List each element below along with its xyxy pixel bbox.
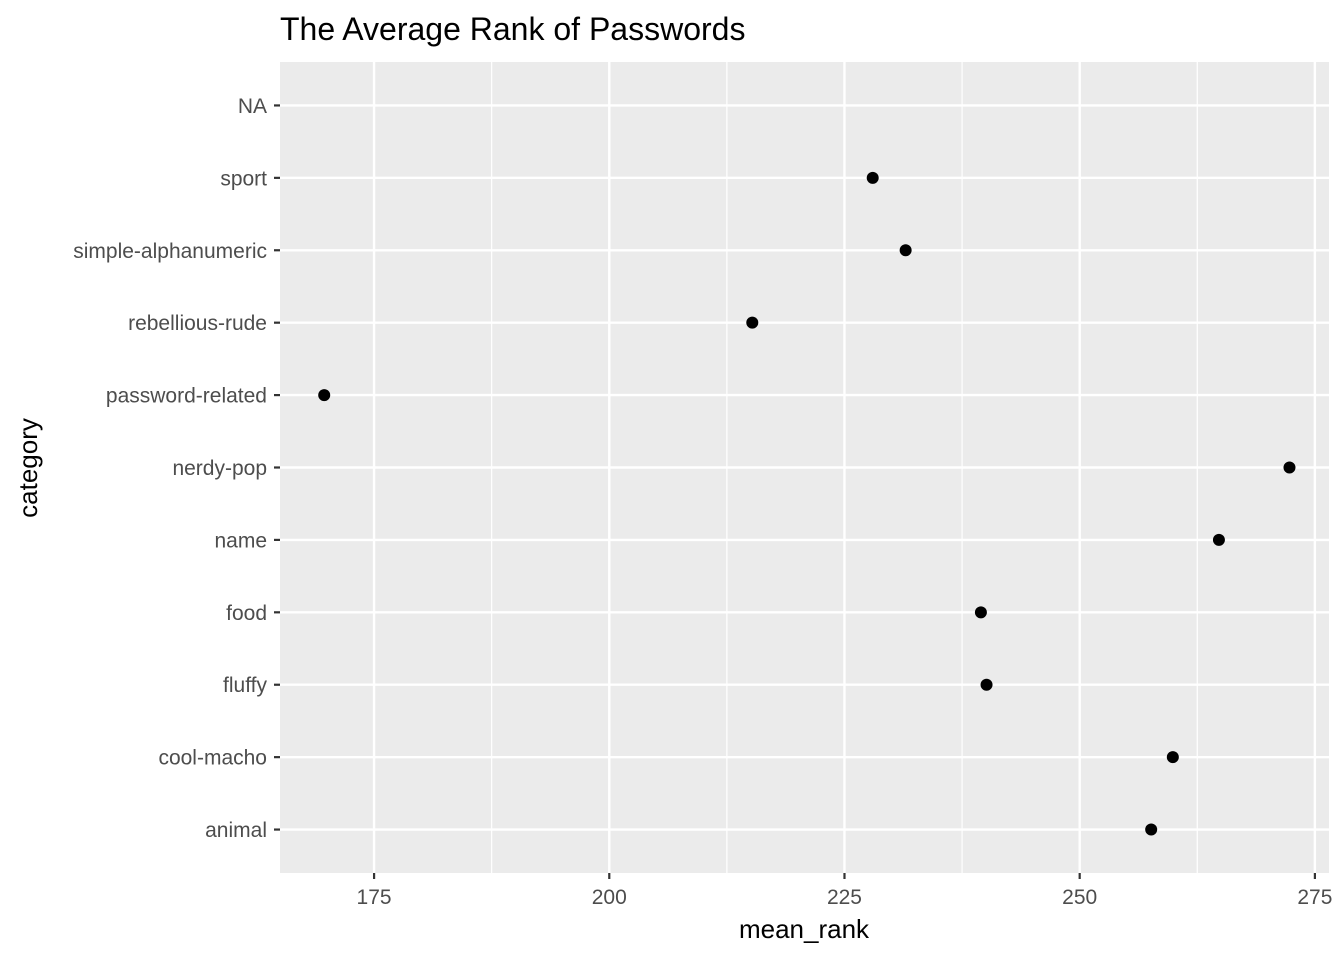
- y-tick-label: name: [214, 529, 267, 552]
- y-tick-label: animal: [205, 819, 267, 842]
- data-point-fluffy: [980, 678, 993, 691]
- y-tick-label: fluffy: [223, 674, 267, 697]
- data-point-rebellious-rude: [746, 316, 759, 329]
- x-tick-label: 175: [357, 886, 392, 909]
- data-point-name: [1212, 533, 1225, 546]
- y-tick-label: sport: [220, 167, 267, 190]
- y-tick-label: rebellious-rude: [128, 312, 267, 335]
- x-tick-label: 250: [1062, 886, 1097, 909]
- data-point-cool-macho: [1166, 751, 1179, 764]
- data-point-food: [974, 606, 987, 619]
- data-points: [318, 171, 1296, 836]
- y-axis-title: category: [13, 418, 43, 518]
- chart-title: The Average Rank of Passwords: [280, 11, 745, 47]
- data-point-password-related: [318, 389, 331, 402]
- x-axis: 175 200 225 250 275: [357, 873, 1332, 909]
- x-tick-label: 225: [827, 886, 862, 909]
- data-point-sport: [866, 171, 879, 184]
- data-point-nerdy-pop: [1283, 461, 1296, 474]
- x-axis-title: mean_rank: [739, 914, 870, 944]
- y-tick-label: cool-macho: [158, 747, 267, 770]
- data-point-animal: [1145, 823, 1158, 836]
- y-tick-label: nerdy-pop: [172, 457, 267, 480]
- y-tick-label: simple-alphanumeric: [73, 240, 267, 263]
- y-axis: animal cool-macho fluffy food name nerdy-pop p…: [73, 95, 280, 842]
- y-tick-label: password-related: [106, 385, 267, 408]
- y-tick-label: food: [226, 602, 267, 625]
- x-tick-label: 200: [592, 886, 627, 909]
- data-point-simple-alphanumeric: [899, 244, 912, 257]
- y-tick-label: NA: [238, 95, 267, 118]
- x-tick-label: 275: [1297, 886, 1332, 909]
